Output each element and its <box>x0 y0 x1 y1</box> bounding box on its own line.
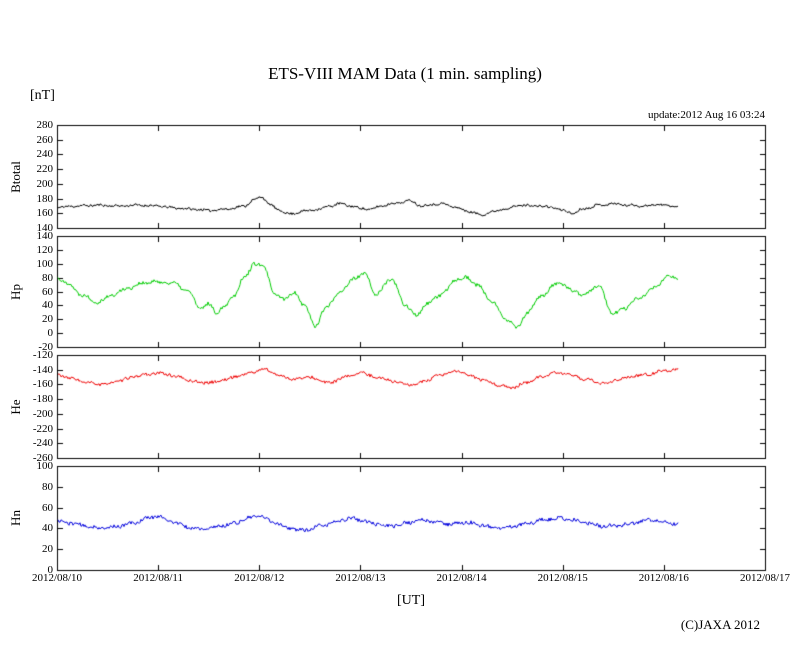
x-tick-label: 2012/08/10 <box>31 572 83 584</box>
y-tick-label: -160 <box>32 378 53 391</box>
y-tick-label: 240 <box>36 148 54 161</box>
y-tick-label: 100 <box>36 460 54 472</box>
x-axis-title: [UT] <box>397 593 425 608</box>
y-tick-label: 120 <box>36 243 54 256</box>
y-tick-label: -240 <box>32 437 53 450</box>
copyright-label: (C)JAXA 2012 <box>680 617 760 632</box>
y-tick-label: 0 <box>47 327 54 340</box>
y-tick-label: 100 <box>36 257 54 270</box>
x-tick-label: 2012/08/13 <box>335 572 386 584</box>
y-tick-label: -220 <box>32 422 53 435</box>
update-timestamp: update:2012 Aug 16 03:24 <box>647 109 765 121</box>
y-tick-label: 20 <box>42 313 53 326</box>
y-tick-label: 200 <box>36 177 54 190</box>
y-tick-label: 40 <box>42 299 53 312</box>
chart-title: ETS-VIII MAM Data (1 min. sampling) <box>268 64 542 83</box>
y-tick-label: 280 <box>36 119 54 131</box>
y-tick-label: 160 <box>36 207 54 220</box>
x-tick-label: 2012/08/11 <box>133 572 183 584</box>
y-tick-label: -200 <box>32 407 53 420</box>
x-tick-label: 2012/08/12 <box>234 572 285 584</box>
y-tick-label: 80 <box>42 271 53 284</box>
x-tick-label: 2012/08/16 <box>638 572 689 584</box>
y-tick-label: 140 <box>36 222 54 234</box>
y-tick-label: 60 <box>42 501 53 514</box>
y-tick-label: -120 <box>32 349 53 361</box>
x-tick-label: 2012/08/15 <box>537 572 588 584</box>
y-tick-label: -140 <box>32 363 53 376</box>
y-tick-label: -20 <box>38 341 53 353</box>
y-tick-label: 60 <box>42 285 53 298</box>
y-tick-label: 20 <box>42 543 53 556</box>
y-tick-label: 40 <box>42 522 53 535</box>
x-tick-label: 2012/08/17 <box>739 572 791 584</box>
y-tick-label: 140 <box>36 230 54 242</box>
y-tick-label: 180 <box>36 192 54 205</box>
y-tick-label: -180 <box>32 393 53 406</box>
y-tick-label: 80 <box>42 480 53 493</box>
y-tick-label: 220 <box>36 163 54 176</box>
y-tick-label: 260 <box>36 133 54 146</box>
x-tick-label: 2012/08/14 <box>436 572 487 584</box>
y-unit-label: [nT] <box>30 88 55 103</box>
y-tick-label: 0 <box>47 564 54 576</box>
y-tick-label: -260 <box>32 452 53 464</box>
